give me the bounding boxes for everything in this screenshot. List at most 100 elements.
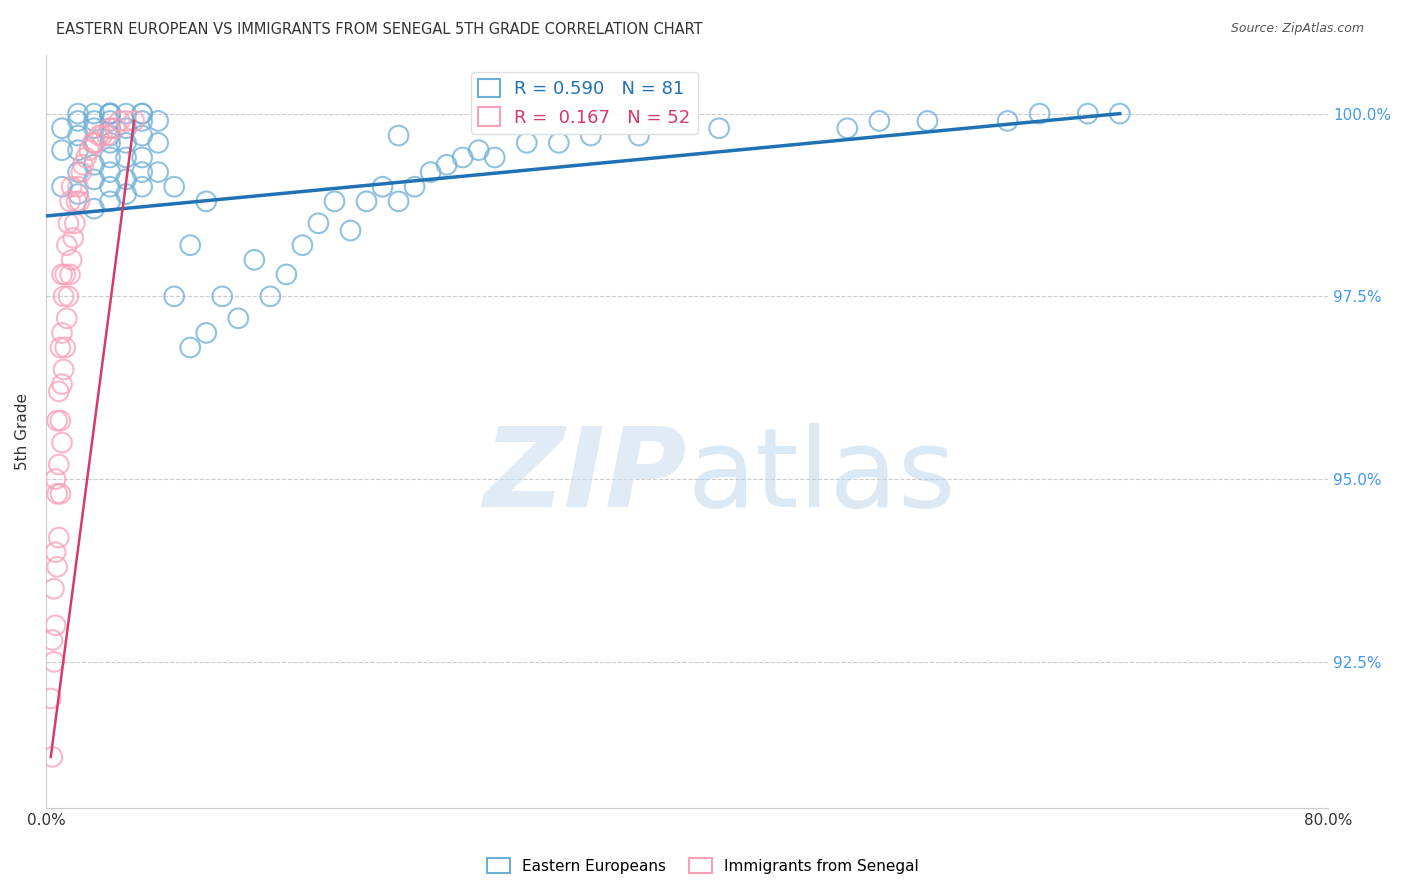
- Point: [98, 106, 121, 120]
- Point: [98, 128, 121, 143]
- Point: [59, 194, 82, 209]
- Point: [98, 136, 121, 150]
- Point: [98, 106, 121, 120]
- Point: [77, 143, 100, 157]
- Point: [115, 172, 138, 186]
- Point: [146, 114, 169, 128]
- Point: [42, 582, 65, 596]
- Point: [48, 384, 70, 399]
- Point: [98, 194, 121, 209]
- Point: [997, 114, 1019, 128]
- Point: [404, 179, 426, 194]
- Point: [66, 187, 89, 202]
- Point: [131, 165, 153, 179]
- Point: [211, 289, 233, 303]
- Point: [45, 618, 67, 632]
- Point: [56, 238, 79, 252]
- Point: [436, 158, 458, 172]
- Point: [52, 289, 75, 303]
- Point: [516, 136, 538, 150]
- Point: [131, 106, 153, 120]
- Point: [104, 121, 127, 136]
- Point: [451, 151, 474, 165]
- Point: [195, 194, 218, 209]
- Point: [45, 472, 67, 486]
- Point: [146, 136, 169, 150]
- Point: [58, 289, 80, 303]
- Point: [163, 289, 186, 303]
- Point: [51, 377, 73, 392]
- Point: [122, 114, 145, 128]
- Point: [1108, 106, 1130, 120]
- Point: [115, 114, 138, 128]
- Point: [387, 194, 409, 209]
- Point: [579, 128, 602, 143]
- Point: [259, 289, 281, 303]
- Point: [56, 311, 79, 326]
- Point: [49, 487, 72, 501]
- Point: [243, 252, 266, 267]
- Legend: Eastern Europeans, Immigrants from Senegal: Eastern Europeans, Immigrants from Seneg…: [481, 852, 925, 880]
- Point: [83, 202, 105, 216]
- Point: [87, 128, 110, 143]
- Point: [45, 545, 67, 559]
- Point: [868, 114, 890, 128]
- Point: [72, 158, 94, 172]
- Point: [39, 691, 62, 706]
- Point: [371, 179, 394, 194]
- Point: [98, 151, 121, 165]
- Point: [53, 341, 76, 355]
- Point: [51, 435, 73, 450]
- Point: [131, 151, 153, 165]
- Point: [179, 341, 201, 355]
- Text: Source: ZipAtlas.com: Source: ZipAtlas.com: [1230, 22, 1364, 36]
- Point: [339, 224, 361, 238]
- Point: [63, 216, 86, 230]
- Point: [48, 458, 70, 472]
- Point: [53, 268, 76, 282]
- Point: [837, 121, 859, 136]
- Point: [146, 165, 169, 179]
- Point: [60, 179, 83, 194]
- Point: [83, 136, 105, 150]
- Point: [115, 121, 138, 136]
- Point: [131, 179, 153, 194]
- Point: [58, 216, 80, 230]
- Point: [115, 187, 138, 202]
- Point: [707, 121, 730, 136]
- Point: [51, 326, 73, 340]
- Point: [66, 179, 89, 194]
- Point: [49, 414, 72, 428]
- Point: [131, 106, 153, 120]
- Point: [108, 114, 131, 128]
- Point: [41, 750, 63, 764]
- Point: [66, 106, 89, 120]
- Point: [46, 559, 69, 574]
- Point: [276, 268, 298, 282]
- Point: [83, 121, 105, 136]
- Point: [91, 128, 114, 143]
- Point: [115, 151, 138, 165]
- Point: [66, 165, 89, 179]
- Point: [46, 487, 69, 501]
- Point: [83, 114, 105, 128]
- Point: [98, 121, 121, 136]
- Point: [179, 238, 201, 252]
- Legend: R = 0.590   N = 81, R =  0.167   N = 52: R = 0.590 N = 81, R = 0.167 N = 52: [471, 71, 697, 134]
- Point: [115, 106, 138, 120]
- Point: [98, 106, 121, 120]
- Point: [51, 179, 73, 194]
- Point: [62, 231, 84, 245]
- Point: [66, 128, 89, 143]
- Point: [98, 165, 121, 179]
- Point: [115, 136, 138, 150]
- Point: [307, 216, 329, 230]
- Point: [51, 121, 73, 136]
- Point: [60, 252, 83, 267]
- Point: [49, 341, 72, 355]
- Point: [356, 194, 378, 209]
- Point: [226, 311, 249, 326]
- Point: [163, 179, 186, 194]
- Point: [484, 151, 506, 165]
- Point: [51, 143, 73, 157]
